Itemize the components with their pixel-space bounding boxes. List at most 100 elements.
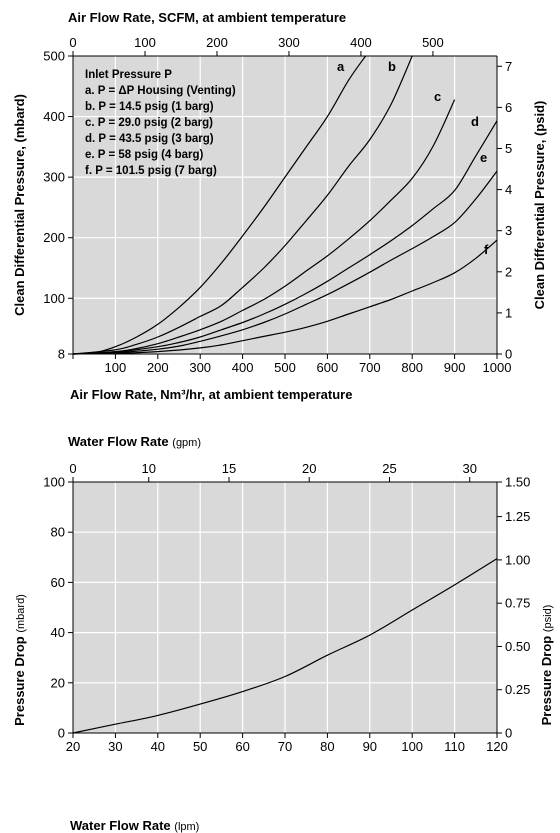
air-x2-tick-label: 400 [350,35,372,50]
air-x2-tick-label: 300 [278,35,300,50]
air-x-tick-label: 100 [105,360,127,375]
air-y2-tick-label: 6 [505,100,512,115]
water-y-tick-label: 0 [58,726,65,741]
water-axes [68,477,502,738]
water-x-tick-label: 30 [108,739,122,754]
air-curve-f [72,239,498,355]
water-y2-axis-label: Pressure Drop (psid) [539,605,554,726]
air-curve-a [72,55,367,355]
air-x2-tick-label: 200 [206,35,228,50]
air-x-tick-label: 500 [274,360,296,375]
water-x-tick-label: 120 [486,739,508,754]
air-y2-tick-label: 3 [505,223,512,238]
water-x-axis-label-text: Water Flow Rate [70,818,171,833]
air-y-tick-label: 8 [58,347,65,362]
water-y-tick-label: 60 [51,575,65,590]
air-x-tick-label: 600 [317,360,339,375]
curve-label-d: d [471,114,479,129]
water-y-axis-label: Pressure Drop (mbard) [12,594,27,726]
air-y-tick-label: 500 [43,49,65,64]
curve-label-c: c [434,89,441,104]
water-x-tick-label: 110 [444,739,465,754]
water-x2-tick-label: 0 [69,461,76,476]
water-x2-tick-label: 25 [382,461,396,476]
air-y-tick-label: 200 [43,230,65,245]
air-y-tick-label: 100 [43,291,65,306]
water-y2-tick-label: 0.25 [505,682,530,697]
water-x-tick-label: 60 [235,739,249,754]
water-y-tick-label: 100 [43,475,65,490]
air-x2-axis-label: Air Flow Rate, SCFM, at ambient temperat… [68,10,346,25]
air-flow-chart: 100 200 300 400 500 600 700 800 900 1000810020030… [12,10,547,402]
air-y2-tick-label: 4 [505,182,512,197]
air-y-axis-label: Clean Differential Pressure, (mbard) [12,94,27,316]
air-curve-d [72,120,498,355]
water-x-tick-label: 40 [151,739,165,754]
legend-entry-a: a. P = ΔP Housing (Venting) [85,85,236,97]
water-x2-tick-label: 10 [142,461,156,476]
water-x-axis-label: Water Flow Rate (lpm) [70,818,199,833]
water-y2-axis-unit: (psid) [542,605,554,633]
air-y2-tick-label: 7 [505,59,512,74]
water-y-axis-label-text: Pressure Drop [12,636,27,726]
air-curve-e [72,170,498,355]
curve-label-b: b [388,59,396,74]
air-x-tick-label: 300 [189,360,211,375]
water-y2-tick-label: 0.50 [505,639,530,654]
water-x2-tick-label: 20 [302,461,316,476]
legend-entry-c: c. P = 29.0 psig (2 barg) [85,117,213,129]
water-x2-axis-unit: (gpm) [172,437,201,449]
water-y-axis-unit: (mbard) [15,594,27,633]
air-curve-c [72,99,456,355]
water-x-tick-label: 70 [278,739,292,754]
water-grid [73,482,497,733]
water-y-tick-label: 80 [51,525,65,540]
air-y2-tick-label: 1 [505,305,512,320]
water-x-tick-label: 90 [363,739,377,754]
air-grid [73,56,497,354]
air-x-tick-label: 900 [444,360,466,375]
air-x-tick-label: 800 [401,360,423,375]
legend-entry-d: d. P = 43.5 psig (3 barg) [85,133,214,145]
air-axes [68,51,502,359]
water-y2-tick-label: 1.00 [505,552,530,567]
air-x-tick-label: 700 [359,360,381,375]
water-y2-tick-label: 0.75 [505,596,530,611]
air-y2-tick-label: 0 [505,347,512,362]
air-x-tick-label: 200 [147,360,169,375]
water-y-tick-label: 20 [51,675,65,690]
curve-label-e: e [480,150,487,165]
air-legend: Inlet Pressure P a. P = ΔP Housing (Vent… [85,69,236,177]
water-y2-axis-label-text: Pressure Drop [539,636,554,726]
water-x2-axis-label-text: Water Flow Rate [68,434,169,449]
air-x-tick-label: 1000 [483,360,512,375]
air-y-tick-label: 300 [43,170,65,185]
legend-entry-e: e. P = 58 psig (4 barg) [85,149,204,161]
curve-letters: a b c d e f [337,59,489,257]
water-curves [72,558,498,734]
water-x2-tick-label: 15 [222,461,236,476]
legend-title: Inlet Pressure P [85,69,172,81]
air-y-tick-label: 400 [43,109,65,124]
air-curve-b [72,55,413,355]
water-y2-tick-label: 1.25 [505,509,530,524]
curve-label-a: a [337,59,345,74]
air-x-axis-label: Air Flow Rate, Nm³/hr, at ambient temper… [70,387,352,402]
air-x-tick-label: 400 [232,360,254,375]
water-curve-0 [72,558,498,734]
legend-entry-f: f. P = 101.5 psig (7 barg) [85,165,217,177]
air-x2-tick-label: 100 [134,35,156,50]
water-x2-axis-label: Water Flow Rate (gpm) [68,434,201,449]
water-x2-tick-label: 30 [462,461,476,476]
curve-label-f: f [484,242,489,257]
water-y2-tick-label: 1.50 [505,475,530,490]
air-curves [72,55,498,355]
water-x-tick-label: 80 [320,739,334,754]
water-x-tick-label: 50 [193,739,207,754]
water-x-tick-label: 20 [66,739,80,754]
water-x-tick-label: 100 [401,739,423,754]
water-y2-tick-label: 0 [505,726,512,741]
